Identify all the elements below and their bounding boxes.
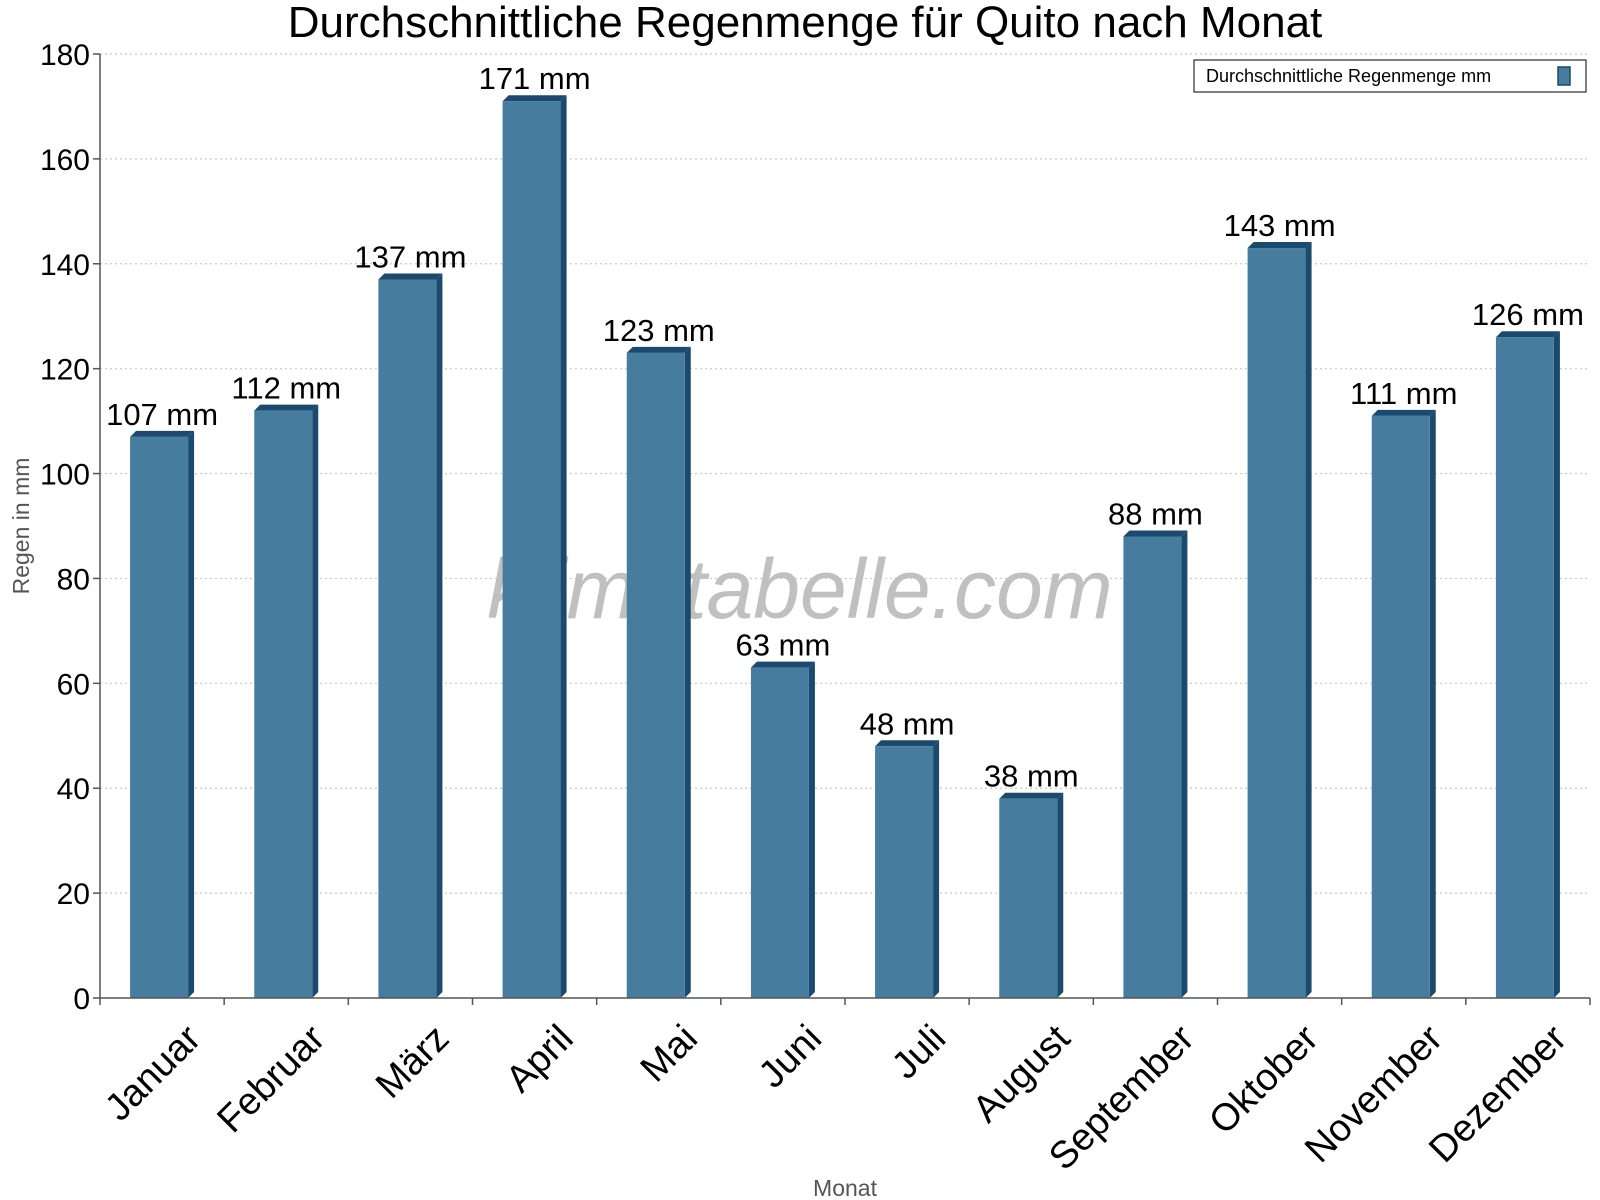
y-tick-label: 160	[40, 144, 90, 177]
x-tick-label: März	[368, 1017, 457, 1106]
bar-top	[1495, 331, 1560, 338]
bar-face	[999, 798, 1058, 998]
bars	[130, 95, 1560, 999]
bar-side	[933, 740, 940, 998]
bar-face	[1495, 337, 1554, 998]
bar-februar	[254, 404, 319, 999]
legend-box	[1193, 59, 1587, 93]
bar-top	[1123, 530, 1188, 537]
data-label: 126 mm	[1472, 297, 1584, 332]
data-label: 143 mm	[1224, 208, 1336, 243]
bar-face	[750, 667, 809, 998]
bar-juli	[875, 740, 940, 998]
data-label: 171 mm	[479, 61, 591, 96]
x-tick-label: Juli	[884, 1017, 954, 1087]
bar-september	[1123, 530, 1188, 998]
bar-side	[1553, 331, 1560, 998]
legend: Durchschnittliche Regenmenge mm	[1193, 59, 1587, 93]
data-label: 63 mm	[736, 628, 831, 663]
x-tick-label: April	[498, 1017, 581, 1100]
bar-face	[378, 279, 437, 998]
bar-top	[502, 95, 567, 102]
bar-april	[502, 95, 567, 998]
y-tick-label: 180	[40, 39, 90, 72]
data-label: 112 mm	[231, 371, 341, 406]
x-tick-label: Februar	[209, 1017, 333, 1141]
data-label: 137 mm	[354, 240, 466, 275]
x-axis-title: Monat	[813, 1175, 878, 1200]
bar-januar	[130, 430, 195, 998]
y-tick-label: 40	[57, 773, 90, 806]
data-label: 107 mm	[106, 397, 218, 432]
bar-side	[560, 95, 567, 998]
bar-mai	[626, 346, 691, 998]
bar-top	[626, 346, 691, 353]
y-tick-label: 0	[73, 983, 90, 1016]
bar-side	[1181, 530, 1188, 998]
bar-side	[808, 661, 815, 998]
bar-side	[188, 430, 195, 998]
y-tick-label: 20	[57, 878, 90, 911]
legend-label: Durchschnittliche Regenmenge mm	[1206, 66, 1491, 86]
bar-face	[875, 746, 934, 998]
x-tick-label: Juni	[751, 1017, 830, 1096]
legend-swatch	[1557, 66, 1571, 86]
bar-top	[750, 661, 815, 668]
y-tick-label: 100	[40, 459, 90, 492]
bar-november	[1371, 409, 1436, 998]
bar-face	[130, 436, 189, 998]
y-ticks: 0 20 40 60 80 100 120 140 160 180	[40, 39, 100, 1016]
chart-title: Durchschnittliche Regenmenge für Quito n…	[288, 0, 1323, 47]
x-ticks: Januar Februar März April Mai Juni Juli AugustS…	[97, 998, 1591, 1178]
bar-face	[626, 352, 685, 998]
bar-side	[1057, 792, 1064, 998]
bar-face	[1123, 536, 1182, 998]
bar-top	[254, 404, 319, 411]
x-tick-label: Januar	[97, 1017, 209, 1129]
y-tick-label: 80	[57, 563, 90, 596]
bar-top	[875, 740, 940, 747]
data-labels: 107 mm 112 mm 137 mm 171 mm 123 mm 63 mm 48 mm…	[106, 61, 1584, 794]
x-tick-label: Mai	[633, 1017, 706, 1090]
bar-top	[999, 792, 1064, 799]
data-label: 111 mm	[1350, 376, 1457, 411]
x-tick-label: Oktober	[1201, 1017, 1327, 1143]
y-axis-title: Regen in mm	[8, 458, 34, 595]
gridlines	[100, 53, 1590, 894]
y-tick-label: 120	[40, 354, 90, 387]
y-tick-label: 60	[57, 668, 90, 701]
bar-top	[378, 273, 443, 280]
bar-side	[312, 404, 319, 999]
bar-face	[502, 101, 561, 998]
data-label: 88 mm	[1108, 496, 1203, 531]
bar-side	[684, 346, 691, 998]
x-tick-label: Dezember	[1421, 1017, 1575, 1171]
bar-juni	[750, 661, 815, 998]
bar-face	[254, 410, 313, 999]
bar-side	[1429, 409, 1436, 998]
bar-top	[130, 430, 195, 437]
bar-märz	[378, 273, 443, 998]
data-label: 48 mm	[860, 706, 955, 741]
data-label: 123 mm	[603, 313, 715, 348]
bar-oktober	[1247, 242, 1312, 999]
bar-august	[999, 792, 1064, 998]
bar-face	[1247, 248, 1306, 999]
x-tick-label: August	[965, 1017, 1079, 1131]
watermark: klimatabelle.com	[487, 542, 1113, 636]
bar-side	[1305, 242, 1312, 999]
y-tick-label: 140	[40, 249, 90, 282]
data-label: 38 mm	[984, 759, 1079, 794]
bar-top	[1371, 409, 1436, 416]
bar-top	[1247, 242, 1312, 249]
bar-dezember	[1495, 331, 1560, 998]
bar-face	[1371, 415, 1430, 998]
bar-side	[436, 273, 443, 998]
